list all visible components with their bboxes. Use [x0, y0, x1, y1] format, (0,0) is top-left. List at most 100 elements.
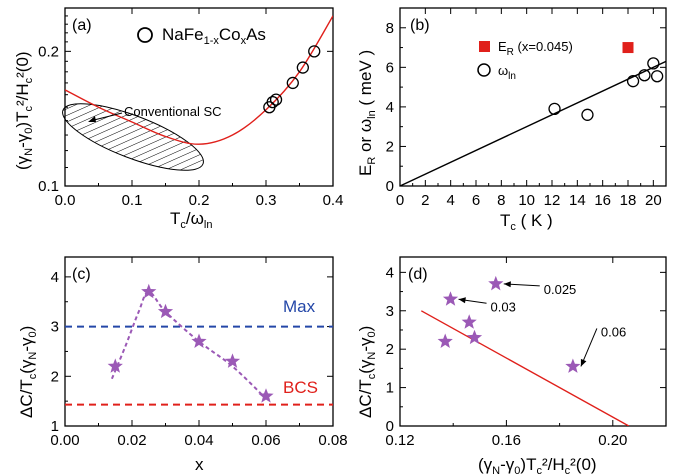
panel-d-label: (d) [408, 266, 428, 283]
c-xtick-label: 0.08 [318, 432, 347, 449]
b-wln-point [647, 57, 660, 70]
d-ytick-label: 0 [386, 418, 394, 435]
a-xtick-label: 0.0 [55, 192, 76, 209]
c-data-star [258, 388, 274, 403]
c-data-star [157, 303, 174, 319]
c-xtick-label: 0.02 [117, 432, 146, 449]
panel-b-ylabel: ER or ωln ( meV ) [356, 50, 378, 176]
b-fit-line [400, 60, 666, 186]
a-data-point [308, 45, 321, 58]
a-data-point [286, 76, 299, 90]
legend-marker-er [479, 41, 490, 52]
d-ytick-label: 1 [386, 380, 394, 397]
legend-marker-a [137, 27, 153, 43]
panel-d-frame [399, 256, 667, 427]
c-data-star [224, 353, 241, 368]
c-trend-curve [110, 290, 267, 400]
conventional-sc-region [62, 103, 204, 171]
a-ytick-label: 0.1 [38, 178, 59, 195]
b-ytick-label: 2 [386, 138, 394, 155]
b-ytick-label: 8 [386, 20, 394, 37]
d-annotation-label: 0.06 [601, 324, 626, 339]
d-xtick-label: 0.12 [385, 432, 414, 449]
d-ytick-label: 4 [386, 264, 394, 281]
a-xtick-label: 0.2 [189, 192, 210, 209]
b-wln-point [638, 69, 651, 82]
b-xtick-label: 4 [446, 192, 454, 209]
panel-b-label: (b) [410, 17, 430, 34]
max-label: Max [283, 297, 316, 316]
b-xtick-label: 10 [518, 192, 535, 209]
b-wln-point [548, 102, 561, 116]
legend-label-a: NaFe1-xCoxAs [162, 25, 266, 47]
d-data-star [437, 333, 453, 348]
b-wln-point [626, 75, 640, 88]
b-wln-point [650, 70, 664, 83]
b-xtick-label: 8 [497, 192, 505, 209]
panel-a-label: (a) [72, 17, 92, 34]
b-xtick-label: 6 [472, 192, 480, 209]
b-xtick-label: 0 [396, 192, 404, 209]
c-data-star [191, 333, 207, 348]
c-ytick-label: 1 [51, 418, 59, 435]
panel-c-ylabel: ΔC/Tc(γN-γ0) [17, 326, 39, 418]
d-annotation-arrowhead [503, 281, 511, 288]
panel-b-xlabel: Tc ( K ) [500, 211, 553, 233]
d-data-star [565, 358, 581, 373]
panel-d-xlabel: (γN-γ0)Tc²/Hc²(0) [478, 455, 597, 474]
c-xtick-label: 0.00 [50, 432, 79, 449]
panel-a-ylabel: (γN-γ0)Tc²/Hc²(0) [13, 51, 35, 170]
legend-marker-wln [477, 63, 491, 77]
panel-c-label: (c) [72, 266, 91, 283]
bcs-label: BCS [283, 378, 318, 397]
d-data-star [488, 275, 504, 291]
conventional-sc-label: Conventional SC [124, 104, 222, 119]
b-ytick-label: 6 [386, 59, 394, 76]
b-xtick-label: 20 [645, 192, 662, 209]
d-xtick-label: 0.16 [492, 432, 521, 449]
b-xtick-label: 16 [594, 192, 611, 209]
b-xtick-label: 12 [544, 192, 561, 209]
d-annotation-label: 0.03 [491, 299, 516, 314]
conventional-sc-arrowhead [88, 116, 96, 122]
a-ytick-label: 0.2 [38, 43, 59, 60]
c-xtick-label: 0.06 [251, 432, 280, 449]
c-data-star [141, 283, 157, 299]
a-xtick-label: 0.3 [256, 192, 277, 209]
a-data-point [296, 61, 310, 74]
panel-a: 0.0 0.1 0.2 0.3 0.40.10.2 (a) NaFe1-xCoxAs C… [13, 7, 344, 231]
d-ytick-label: 3 [386, 303, 394, 320]
panel-c: 0.00 0.02 0.04 0.06 0.08 1 2 3 4 (c) Max BCS ΔC/… [17, 256, 348, 474]
a-model-curve [65, 15, 333, 145]
legend-label-er: ER (x=0.045) [498, 39, 573, 58]
c-xtick-label: 0.04 [184, 432, 213, 449]
d-data-star [461, 314, 477, 329]
b-xtick-label: 2 [421, 192, 429, 209]
b-wln-point [581, 108, 594, 121]
panel-a-xlabel: Tc/ωln [170, 209, 212, 231]
d-annotation-arrowhead [580, 358, 587, 367]
legend-label-wln: ωln [498, 63, 516, 82]
b-xtick-label: 14 [569, 192, 586, 209]
c-ytick-label: 4 [51, 269, 59, 286]
panel-d: 0.12 0.16 0.20 0 1 2 3 4 (d) 0.025 0.03 0.06 ΔC/T… [356, 256, 667, 474]
c-ytick-label: 2 [51, 368, 59, 385]
d-ytick-label: 2 [386, 341, 394, 358]
panel-c-xlabel: x [195, 455, 204, 474]
d-annotation-label: 0.025 [544, 282, 577, 297]
d-data-star [442, 291, 459, 306]
a-xtick-label: 0.4 [323, 192, 344, 209]
c-ytick-label: 3 [51, 319, 59, 336]
b-ytick-label: 4 [386, 99, 394, 116]
panel-b-frame [399, 7, 667, 187]
b-ytick-label: 0 [386, 178, 394, 195]
a-data-point [269, 93, 283, 106]
d-xtick-label: 0.20 [598, 432, 627, 449]
b-xtick-label: 18 [620, 192, 637, 209]
a-xtick-label: 0.1 [122, 192, 143, 209]
d-data-star [466, 329, 483, 345]
b-er-point [622, 42, 634, 54]
d-annotation-arrowhead [458, 297, 466, 304]
